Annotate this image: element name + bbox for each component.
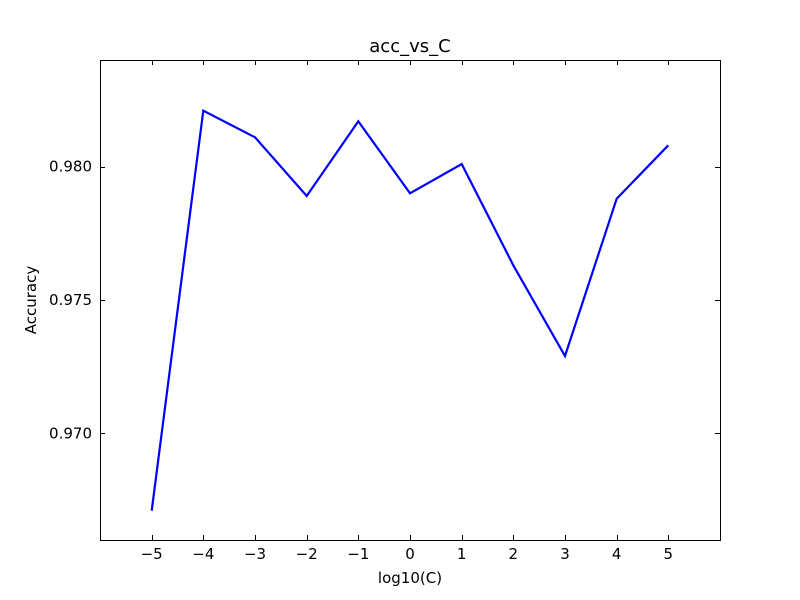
y-axis-label: Accuracy [22, 266, 40, 335]
x-tick-label: −2 [296, 545, 318, 563]
series-group [150, 109, 670, 511]
y-tick-label: 0.970 [49, 424, 92, 442]
x-tick-label: 4 [612, 545, 622, 563]
x-tick-label: 1 [457, 545, 467, 563]
x-tick-label: 2 [509, 545, 519, 563]
x-tick-label: 3 [560, 545, 570, 563]
chart-title: acc_vs_C [369, 36, 450, 57]
x-tick-label: −3 [244, 545, 266, 563]
x-tick-label: 5 [664, 545, 674, 563]
x-tick-label: −4 [192, 545, 214, 563]
y-tick-label: 0.975 [49, 291, 92, 309]
x-tick-label: −1 [347, 545, 369, 563]
y-tick-label: 0.980 [49, 158, 92, 176]
axis-ticks: −5 −4 −3 −2 −1 0 1 2 3 4 5 0.970 0.975 0.980 [49, 60, 720, 563]
accuracy-series-line [150, 109, 670, 511]
x-axis-label: log10(C) [378, 569, 442, 587]
plot-frame [100, 60, 721, 541]
x-tick-label: −5 [141, 545, 163, 563]
x-tick-label: 0 [405, 545, 415, 563]
